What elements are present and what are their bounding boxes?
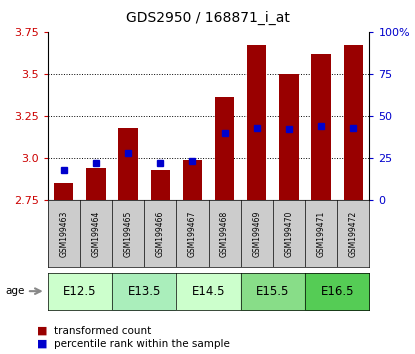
Text: E12.5: E12.5 — [63, 285, 97, 298]
Text: percentile rank within the sample: percentile rank within the sample — [54, 339, 230, 349]
Text: GSM199469: GSM199469 — [252, 210, 261, 257]
Bar — [215, 97, 234, 200]
Text: ■: ■ — [37, 339, 48, 349]
Text: GSM199467: GSM199467 — [188, 210, 197, 257]
Text: GSM199463: GSM199463 — [59, 210, 68, 257]
Bar — [54, 183, 73, 200]
Text: GSM199472: GSM199472 — [349, 211, 358, 257]
Bar — [86, 168, 106, 200]
Bar — [279, 74, 299, 200]
Text: GSM199466: GSM199466 — [156, 210, 165, 257]
Bar — [119, 128, 138, 200]
Text: GSM199468: GSM199468 — [220, 211, 229, 257]
Text: E16.5: E16.5 — [320, 285, 354, 298]
Text: GSM199464: GSM199464 — [91, 210, 100, 257]
Text: ■: ■ — [37, 326, 48, 336]
Text: GSM199471: GSM199471 — [317, 211, 326, 257]
Text: E14.5: E14.5 — [192, 285, 225, 298]
Text: GSM199470: GSM199470 — [284, 210, 293, 257]
Bar — [151, 170, 170, 200]
Text: GSM199465: GSM199465 — [124, 210, 133, 257]
Text: GDS2950 / 168871_i_at: GDS2950 / 168871_i_at — [126, 11, 289, 25]
Bar — [312, 54, 331, 200]
Text: age: age — [5, 286, 24, 296]
Text: E13.5: E13.5 — [127, 285, 161, 298]
Text: E15.5: E15.5 — [256, 285, 290, 298]
Text: transformed count: transformed count — [54, 326, 151, 336]
Bar — [344, 45, 363, 200]
Bar — [183, 160, 202, 200]
Bar — [247, 45, 266, 200]
